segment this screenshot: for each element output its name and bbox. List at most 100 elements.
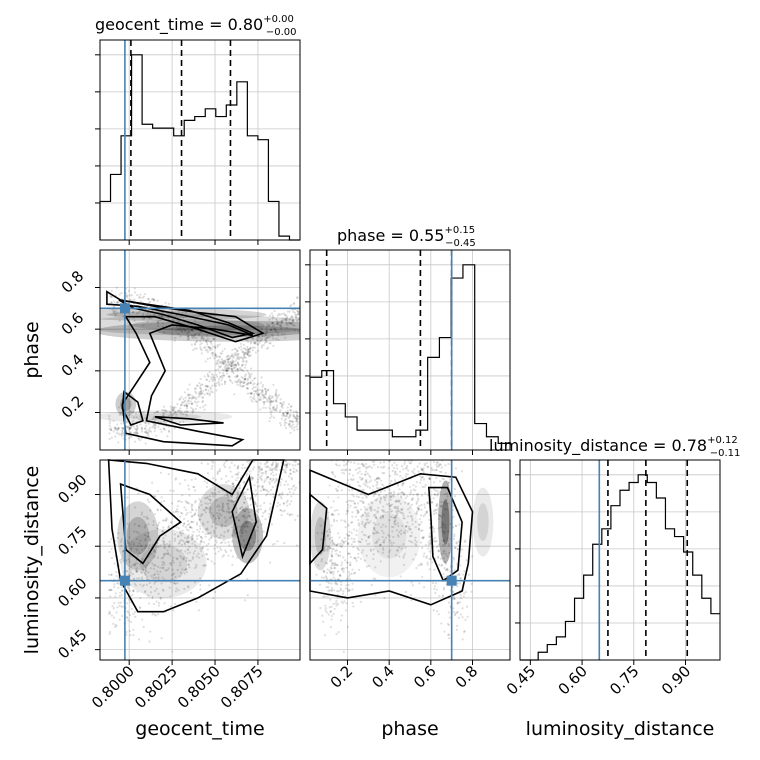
sample-point	[411, 452, 413, 454]
sample-point	[160, 582, 163, 585]
sample-point	[262, 530, 265, 533]
sample-point	[142, 568, 145, 571]
sample-point	[265, 439, 267, 441]
sample-point	[182, 328, 186, 331]
sample-point	[144, 539, 147, 542]
sample-point	[173, 539, 176, 542]
sample-point	[441, 526, 444, 529]
sample-point	[435, 505, 438, 508]
sample-point	[157, 576, 160, 579]
sample-point	[351, 511, 354, 514]
sample-point	[357, 540, 360, 543]
sample-point	[437, 549, 440, 553]
sample-point	[336, 564, 339, 567]
tick-layer: 0.20.40.60.80.450.600.750.900.80000.8025…	[54, 54, 694, 712]
sample-point	[343, 464, 346, 467]
sample-point	[114, 426, 117, 429]
sample-point	[237, 519, 240, 522]
sample-point	[342, 570, 345, 573]
sample-point	[264, 488, 267, 492]
x-tick-label: 0.4	[368, 662, 398, 692]
sample-point	[397, 546, 400, 549]
sample-point	[148, 543, 151, 547]
sample-point	[252, 460, 255, 463]
sample-point	[245, 522, 248, 525]
sample-point	[141, 557, 144, 560]
sample-point	[156, 524, 160, 527]
sample-point	[191, 509, 194, 512]
sample-point	[291, 318, 294, 322]
histogram-luminosity_distance	[520, 474, 720, 661]
sample-point	[191, 329, 194, 332]
sample-point	[128, 629, 131, 633]
sample-point	[227, 358, 230, 361]
sample-point	[250, 391, 253, 394]
sample-point	[277, 320, 280, 323]
sample-point	[279, 324, 282, 327]
sample-point	[396, 511, 399, 515]
sample-point	[335, 487, 338, 491]
sample-point	[444, 396, 446, 398]
sample-point	[393, 466, 396, 470]
sample-point	[265, 426, 267, 428]
sample-point	[115, 574, 118, 578]
sample-point	[243, 507, 246, 511]
sample-point	[113, 312, 116, 315]
sample-point	[259, 381, 263, 384]
sample-point	[218, 384, 221, 387]
sample-point	[237, 379, 240, 382]
sample-point	[271, 462, 274, 465]
sample-point	[441, 521, 444, 524]
sample-point	[360, 472, 363, 476]
sample-point	[140, 544, 143, 547]
sample-point	[248, 473, 252, 476]
sample-point	[179, 530, 182, 533]
sample-point	[345, 561, 349, 564]
sample-point	[198, 332, 201, 335]
sample-point	[437, 465, 440, 468]
sample-point	[337, 430, 339, 432]
sample-point	[436, 610, 439, 613]
sample-point	[267, 400, 270, 403]
sample-point	[168, 410, 171, 414]
sample-point	[170, 418, 174, 422]
sample-point	[211, 492, 214, 495]
sample-point	[186, 523, 189, 527]
sample-point	[187, 484, 190, 487]
sample-point	[358, 457, 360, 459]
sample-point	[200, 540, 203, 544]
sample-point	[190, 323, 193, 326]
sample-point	[240, 345, 243, 348]
sample-point	[327, 496, 330, 499]
sample-point	[418, 507, 421, 511]
sample-point	[116, 582, 119, 585]
sample-point	[110, 295, 113, 298]
sample-point	[126, 616, 129, 619]
sample-point	[212, 529, 216, 533]
sample-point	[390, 495, 393, 499]
sample-point	[334, 601, 338, 605]
sample-point	[120, 594, 123, 597]
sample-point	[439, 463, 442, 466]
sample-point	[128, 536, 131, 539]
sample-point	[199, 515, 202, 518]
sample-point	[242, 381, 245, 384]
sample-point	[442, 573, 445, 576]
sample-point	[428, 568, 431, 571]
sample-point	[243, 356, 246, 359]
sample-point	[136, 570, 139, 573]
sample-point	[263, 395, 266, 398]
sample-point	[174, 590, 178, 593]
sample-point	[242, 360, 245, 363]
sample-point	[347, 524, 350, 527]
sample-point	[357, 484, 361, 487]
sample-point	[191, 402, 194, 405]
sample-point	[442, 532, 446, 535]
y-tick-label: 0.4	[58, 350, 88, 380]
sample-point	[128, 427, 131, 430]
sample-point	[285, 322, 288, 325]
sample-point	[174, 329, 178, 332]
sample-point	[290, 452, 292, 454]
sample-point	[219, 514, 223, 517]
sample-point	[241, 380, 244, 383]
